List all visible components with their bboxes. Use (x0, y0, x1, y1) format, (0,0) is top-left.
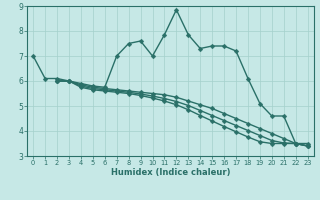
X-axis label: Humidex (Indice chaleur): Humidex (Indice chaleur) (111, 168, 230, 177)
